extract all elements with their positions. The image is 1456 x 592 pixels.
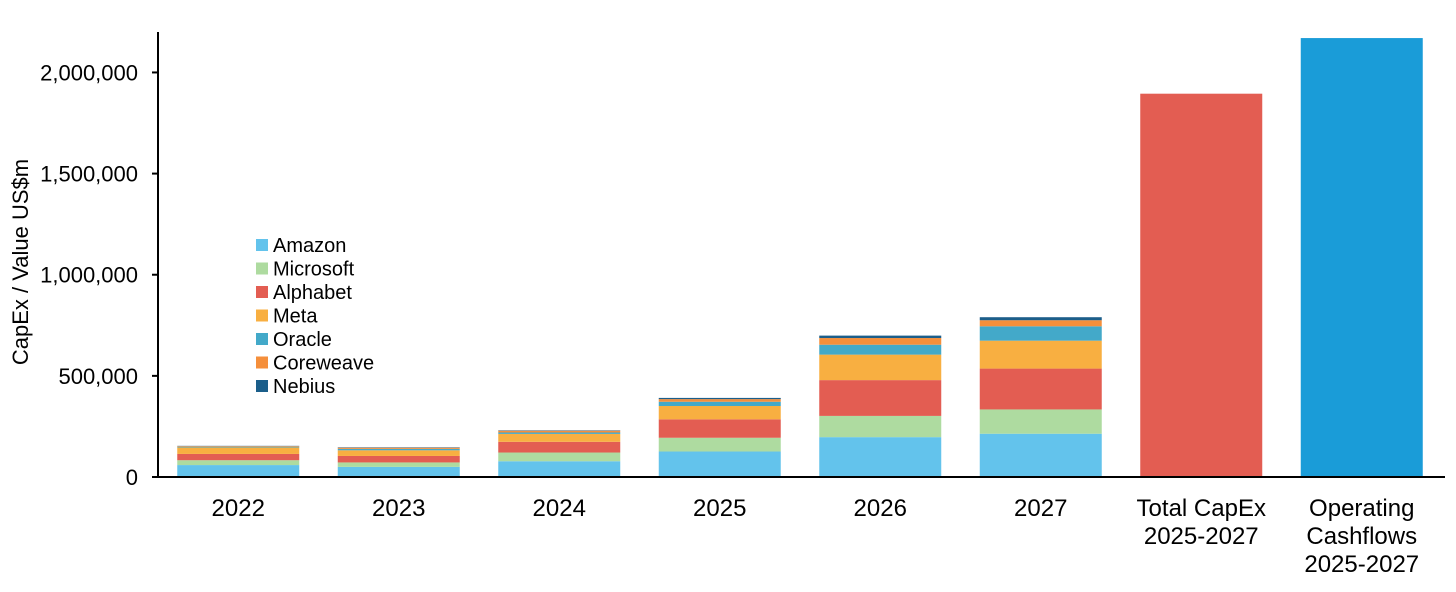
y-tick-label: 1,000,000 — [40, 263, 138, 288]
bar-oracle-2026 — [819, 344, 942, 355]
bar-amazon-2023 — [337, 466, 460, 477]
bar-microsoft-2024 — [498, 452, 621, 462]
bar-microsoft-2023 — [337, 462, 460, 467]
legend-label-oracle: Oracle — [273, 329, 332, 351]
bar-amazon-2027 — [979, 433, 1102, 477]
y-tick-label: 500,000 — [58, 364, 138, 389]
bar-meta-2023 — [337, 450, 460, 456]
bar-oracle-2022 — [177, 446, 300, 448]
bar-oracle-2023 — [337, 448, 460, 451]
bar-coreweave-2025 — [658, 399, 781, 402]
x-category-label: 2027 — [1014, 495, 1067, 522]
bar-coreweave-2026 — [819, 338, 942, 345]
bar-amazon-2024 — [498, 461, 621, 477]
bar-oracle-2025 — [658, 401, 781, 407]
bar-meta-2027 — [979, 340, 1102, 369]
legend-label-meta: Meta — [273, 306, 318, 328]
legend-swatch-oracle — [256, 333, 268, 345]
x-category-label: Operating Cashflows 2025-2027 — [1304, 495, 1419, 578]
x-category-label: Total CapEx 2025-2027 — [1137, 495, 1266, 550]
legend-swatch-coreweave — [256, 356, 268, 369]
legend-label-amazon: Amazon — [273, 235, 346, 257]
bar-alphabet-2023 — [337, 455, 460, 463]
bar-meta-2026 — [819, 354, 942, 381]
bar-nebius-2025 — [658, 397, 781, 400]
bar-oracle-2027 — [979, 326, 1102, 341]
legend-label-microsoft: Microsoft — [273, 259, 355, 281]
legend-label-coreweave: Coreweave — [273, 353, 374, 375]
bar-meta-2022 — [177, 447, 300, 454]
bar-meta-2025 — [658, 406, 781, 420]
bar-nebius-2027 — [979, 317, 1102, 321]
bar-coreweave-2023 — [337, 447, 460, 449]
x-category-label: 2024 — [533, 495, 586, 522]
bar-oracle-2024 — [498, 432, 621, 434]
x-category-label: 2023 — [372, 495, 425, 522]
legend-swatch-amazon — [256, 239, 268, 251]
bar-alphabet-2024 — [498, 441, 621, 453]
legend-swatch-meta — [256, 309, 268, 322]
legend-swatch-microsoft — [256, 262, 268, 275]
x-category-label: 2025 — [693, 495, 746, 522]
bar-coreweave-2027 — [979, 320, 1102, 327]
legend-swatch-nebius — [256, 380, 268, 392]
bar-nebius-2026 — [819, 335, 942, 339]
bar-alphabet-2022 — [177, 453, 300, 461]
legend-swatch-alphabet — [256, 286, 268, 298]
bar-alphabet-2026 — [819, 380, 942, 416]
x-axis-labels: 2022 2023 2024 2025 2026 2027 Total CapEx 2025-… — [212, 495, 1420, 578]
x-category-label: 2022 — [212, 495, 265, 522]
y-axis-title: CapEx / Value US$m — [8, 159, 33, 365]
bar-meta-2024 — [498, 433, 621, 442]
bar-total-capex-2025-2027 — [1140, 93, 1263, 478]
bar-alphabet-2027 — [979, 368, 1102, 410]
bar-microsoft-2025 — [658, 437, 781, 452]
legend-label-nebius: Nebius — [273, 376, 335, 398]
bar-operating-cashflows-2025-2027 — [1300, 38, 1423, 478]
y-tick-label: 1,500,000 — [40, 162, 138, 187]
legend-label-alphabet: Alphabet — [273, 282, 352, 304]
bars-group — [177, 38, 1423, 478]
y-axis-ticks: 0 500,000 1,000,000 1,500,000 2,000,000 — [40, 60, 158, 490]
bar-coreweave-2024 — [498, 430, 621, 433]
bar-amazon-2026 — [819, 437, 942, 477]
y-tick-label: 0 — [126, 465, 138, 490]
y-tick-label: 2,000,000 — [40, 60, 138, 85]
bar-amazon-2022 — [177, 465, 300, 477]
bar-microsoft-2022 — [177, 460, 300, 466]
bar-alphabet-2025 — [658, 419, 781, 438]
bar-microsoft-2027 — [979, 409, 1102, 434]
legend: AmazonMicrosoftAlphabetMetaOracleCorewea… — [256, 235, 374, 398]
bar-amazon-2025 — [658, 451, 781, 477]
bar-coreweave-2022 — [177, 446, 300, 447]
x-category-label: 2026 — [854, 495, 907, 522]
bar-microsoft-2026 — [819, 415, 942, 438]
